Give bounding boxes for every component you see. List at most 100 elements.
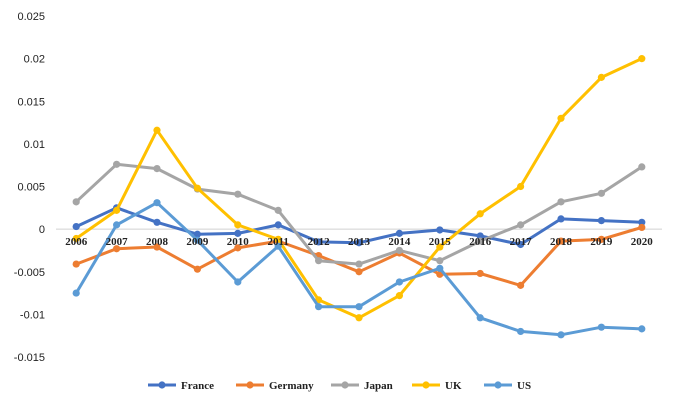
data-point [597,217,606,225]
x-tick-label: 2018 [550,236,573,248]
data-point [355,268,363,276]
x-tick-label: 2011 [267,236,288,248]
x-tick-label: 2020 [631,236,654,248]
series-group [72,55,646,339]
legend-label: France [181,380,214,392]
data-point [315,303,323,311]
x-tick-label: 2019 [590,236,613,248]
data-point [395,278,403,286]
y-tick-label: -0.015 [14,352,45,364]
data-point [315,238,323,246]
data-point [234,221,242,229]
data-point [234,278,242,286]
series-uk [72,55,646,322]
data-point [597,235,606,243]
x-tick-label: 2010 [227,236,250,248]
legend-label: Japan [364,380,393,392]
data-point [557,331,565,339]
y-tick-label: 0 [39,224,45,236]
legend-item-germany: Germany [236,380,314,392]
data-point [517,327,525,336]
data-point [638,223,646,232]
data-point [72,198,80,206]
data-point [436,264,444,272]
data-point [193,184,201,192]
legend-marker [158,381,166,389]
data-point [395,229,403,237]
data-point [638,55,646,63]
data-point [597,189,606,197]
data-point [597,73,606,81]
data-point [476,210,484,218]
x-tick-label: 2007 [106,236,129,248]
data-point [113,160,121,168]
legend-marker [494,381,502,389]
data-point [597,323,606,331]
x-tick-label: 2014 [388,236,411,248]
x-tick-label: 2008 [146,236,169,248]
y-tick-label: 0.005 [17,182,45,194]
data-point [355,239,363,247]
data-point [476,314,484,322]
data-point [638,325,646,333]
y-tick-label: 0.025 [17,11,45,23]
data-point [113,221,121,229]
data-point [517,281,525,289]
y-tick-label: 0.015 [17,96,45,108]
data-point [476,232,484,240]
data-point [72,260,80,268]
data-point [517,182,525,191]
legend: France Germany Japan UK US [148,380,531,392]
data-point [395,246,403,255]
data-point [517,240,525,249]
x-tick-label: 2009 [186,236,209,248]
data-point [274,242,282,250]
data-point [113,206,121,214]
data-point [557,237,565,245]
y-tick-label: -0.01 [20,309,45,321]
data-point [274,235,282,243]
data-point [557,198,565,206]
y-tick-label: 0.02 [24,54,45,66]
legend-label: US [517,380,531,392]
data-point [153,164,161,173]
x-tick-label: 2012 [308,236,331,248]
data-point [153,243,161,251]
legend-item-uk: UK [412,380,462,392]
data-point [355,314,363,322]
y-axis: -0.015 -0.01 -0.005 0 0.005 0.01 0.015 0.02 0.02… [14,11,45,364]
data-point [193,265,201,273]
y-tick-label: 0.01 [24,139,45,151]
data-point [153,126,161,134]
data-point [72,222,80,231]
data-point [234,229,242,237]
data-point [113,245,121,253]
data-point [193,230,201,238]
x-tick-label: 2015 [429,236,452,248]
series-germany [72,223,646,289]
data-point [436,243,444,251]
legend-marker [341,381,349,389]
data-point [638,218,646,226]
data-point [517,221,525,229]
legend-item-us: US [484,380,531,392]
y-tick-label: -0.005 [14,267,45,279]
data-point [638,163,646,171]
data-point [355,260,363,268]
x-tick-label: 2006 [65,236,88,248]
x-tick-label: 2016 [469,236,492,248]
data-point [476,237,484,245]
legend-label: UK [445,380,462,392]
series-line [74,57,644,320]
series-us [72,199,646,339]
legend-marker [246,381,254,389]
data-point [436,226,444,234]
x-tick-label: 2013 [348,236,371,248]
data-point [395,292,403,300]
data-point [234,190,242,198]
data-point [355,303,363,311]
data-point [315,257,323,265]
data-point [153,218,161,226]
